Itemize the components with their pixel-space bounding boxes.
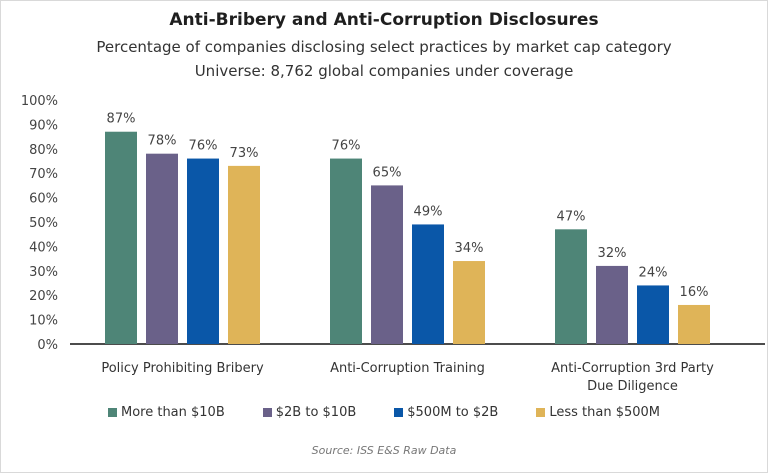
category-label: Policy Prohibiting Bribery xyxy=(101,361,264,376)
bar xyxy=(146,153,178,344)
data-label: 47% xyxy=(557,209,586,224)
data-label: 32% xyxy=(598,246,627,261)
legend-item: More than $10B xyxy=(107,405,225,420)
y-tick-label: 0% xyxy=(37,338,58,353)
category-label: Anti-Corruption Training xyxy=(330,361,485,376)
data-label: 78% xyxy=(148,134,177,149)
y-tick-label: 30% xyxy=(29,265,58,280)
bar xyxy=(105,131,137,344)
bar xyxy=(187,158,219,344)
data-label: 65% xyxy=(373,165,402,180)
bar xyxy=(596,265,628,344)
data-label: 73% xyxy=(230,146,259,161)
bar xyxy=(412,224,444,344)
bar xyxy=(453,261,485,344)
legend-item: Less than $500M xyxy=(536,405,660,420)
y-tick-label: 50% xyxy=(29,216,58,231)
y-tick-label: 10% xyxy=(29,314,58,329)
y-tick-label: 20% xyxy=(29,289,58,304)
bar xyxy=(330,158,362,344)
y-tick-label: 60% xyxy=(29,192,58,207)
bar xyxy=(228,165,260,344)
y-tick-label: 70% xyxy=(29,167,58,182)
category-label: Anti-Corruption 3rd Party xyxy=(551,361,714,376)
chart-title: Anti-Bribery and Anti-Corruption Disclos… xyxy=(169,10,599,30)
source-note: Source: ISS E&S Raw Data xyxy=(311,444,457,457)
data-label: 34% xyxy=(455,241,484,256)
data-label: 24% xyxy=(639,265,668,280)
y-tick-label: 40% xyxy=(29,240,58,255)
data-label: 76% xyxy=(189,139,218,154)
legend-label: $2B to $10B xyxy=(275,405,357,420)
chart-subtitle-universe: Universe: 8,762 global companies under c… xyxy=(194,62,574,80)
legend-item: $500M to $2B xyxy=(394,405,498,420)
data-label: 76% xyxy=(332,139,361,154)
legend-item: $2B to $10B xyxy=(262,405,357,420)
legend-swatch xyxy=(262,408,272,417)
bar xyxy=(678,304,710,344)
legend-swatch xyxy=(107,408,117,417)
legend-label: $500M to $2B xyxy=(407,405,499,420)
y-tick-label: 100% xyxy=(21,94,58,109)
legend-swatch xyxy=(536,408,546,417)
bar xyxy=(637,285,669,344)
y-tick-label: 90% xyxy=(29,118,58,133)
data-label: 16% xyxy=(680,285,709,300)
legend-label: More than $10B xyxy=(120,405,225,420)
category-label: Due Diligence xyxy=(587,379,678,394)
chart-subtitle: Percentage of companies disclosing selec… xyxy=(96,38,672,56)
data-label: 49% xyxy=(414,204,443,219)
legend-label: Less than $500M xyxy=(549,405,661,420)
bar xyxy=(371,185,403,344)
legend: More than $10B $2B to $10B $500M to $2B Les… xyxy=(0,405,768,420)
data-label: 87% xyxy=(107,112,136,127)
bar xyxy=(555,229,587,344)
y-tick-label: 80% xyxy=(29,143,58,158)
legend-swatch xyxy=(394,408,404,417)
